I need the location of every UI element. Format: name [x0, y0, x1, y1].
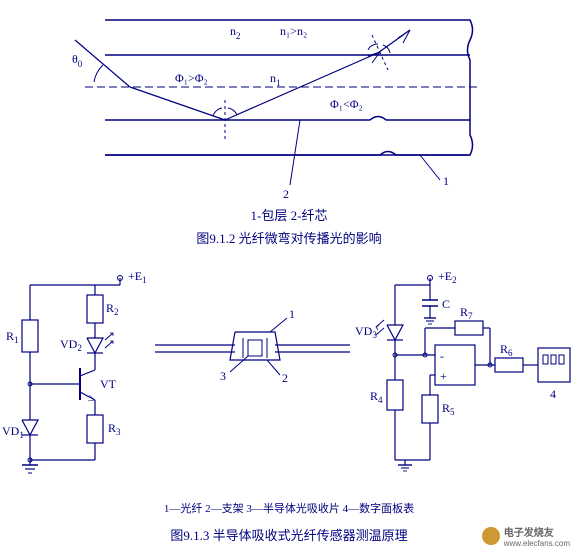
- svg-text:R3: R3: [108, 421, 121, 437]
- num-1: 1: [443, 174, 449, 188]
- n1-label: n1: [270, 71, 281, 88]
- svg-text:-: -: [440, 349, 444, 363]
- svg-text:R1: R1: [6, 329, 19, 345]
- svg-text:3: 3: [220, 369, 226, 383]
- svg-text:R5: R5: [442, 401, 455, 417]
- svg-text:4: 4: [550, 387, 556, 401]
- svg-text:VD3: VD3: [355, 324, 377, 340]
- circuit-svg: +E1 R1 VD1 R2 VD2: [0, 260, 578, 510]
- svg-text:R2: R2: [106, 301, 119, 317]
- watermark: 电子发烧友 www.elecfans.com: [482, 524, 570, 548]
- phi1-gt-phi2: Φ₁>Φ₂: [175, 71, 208, 85]
- svg-text:R6: R6: [500, 342, 513, 358]
- svg-text:R7: R7: [460, 305, 473, 321]
- svg-text:C: C: [442, 297, 450, 311]
- phi1-lt-phi2: Φ₁<Φ₂: [330, 97, 363, 111]
- fiber-optic-svg: θ0 n2 n₁>n₂ Φ₁>Φ₂ n1 Φ₁<Φ₂ 1: [0, 0, 578, 230]
- svg-text:+: +: [440, 369, 447, 383]
- svg-text:VD1: VD1: [2, 424, 24, 440]
- watermark-text2: www.elecfans.com: [504, 539, 570, 548]
- svg-text:+E2: +E2: [438, 269, 457, 285]
- figure-2: +E1 R1 VD1 R2 VD2: [0, 260, 578, 510]
- n1-gt-n2: n₁>n₂: [280, 24, 307, 38]
- svg-text:VD2: VD2: [60, 337, 82, 353]
- svg-text:1: 1: [289, 307, 295, 321]
- fig1-caption: 图9.1.2 光纤微弯对传播光的影响: [0, 228, 578, 247]
- fig2-legend: 1—光纤 2—支架 3—半导体光吸收片 4—数字面板表: [0, 500, 578, 516]
- watermark-text1: 电子发烧友: [504, 524, 570, 539]
- svg-text:R4: R4: [370, 389, 383, 405]
- svg-text:VT: VT: [100, 377, 117, 391]
- figure-1: θ0 n2 n₁>n₂ Φ₁>Φ₂ n1 Φ₁<Φ₂ 1: [0, 0, 578, 230]
- fig1-legend: 1-包层 2-纤芯: [0, 205, 578, 224]
- n2-label: n2: [230, 24, 241, 41]
- num-2: 2: [283, 187, 289, 201]
- theta-label: θ0: [72, 52, 83, 69]
- svg-text:2: 2: [282, 371, 288, 385]
- svg-text:+E1: +E1: [128, 269, 147, 285]
- watermark-icon: [482, 527, 500, 545]
